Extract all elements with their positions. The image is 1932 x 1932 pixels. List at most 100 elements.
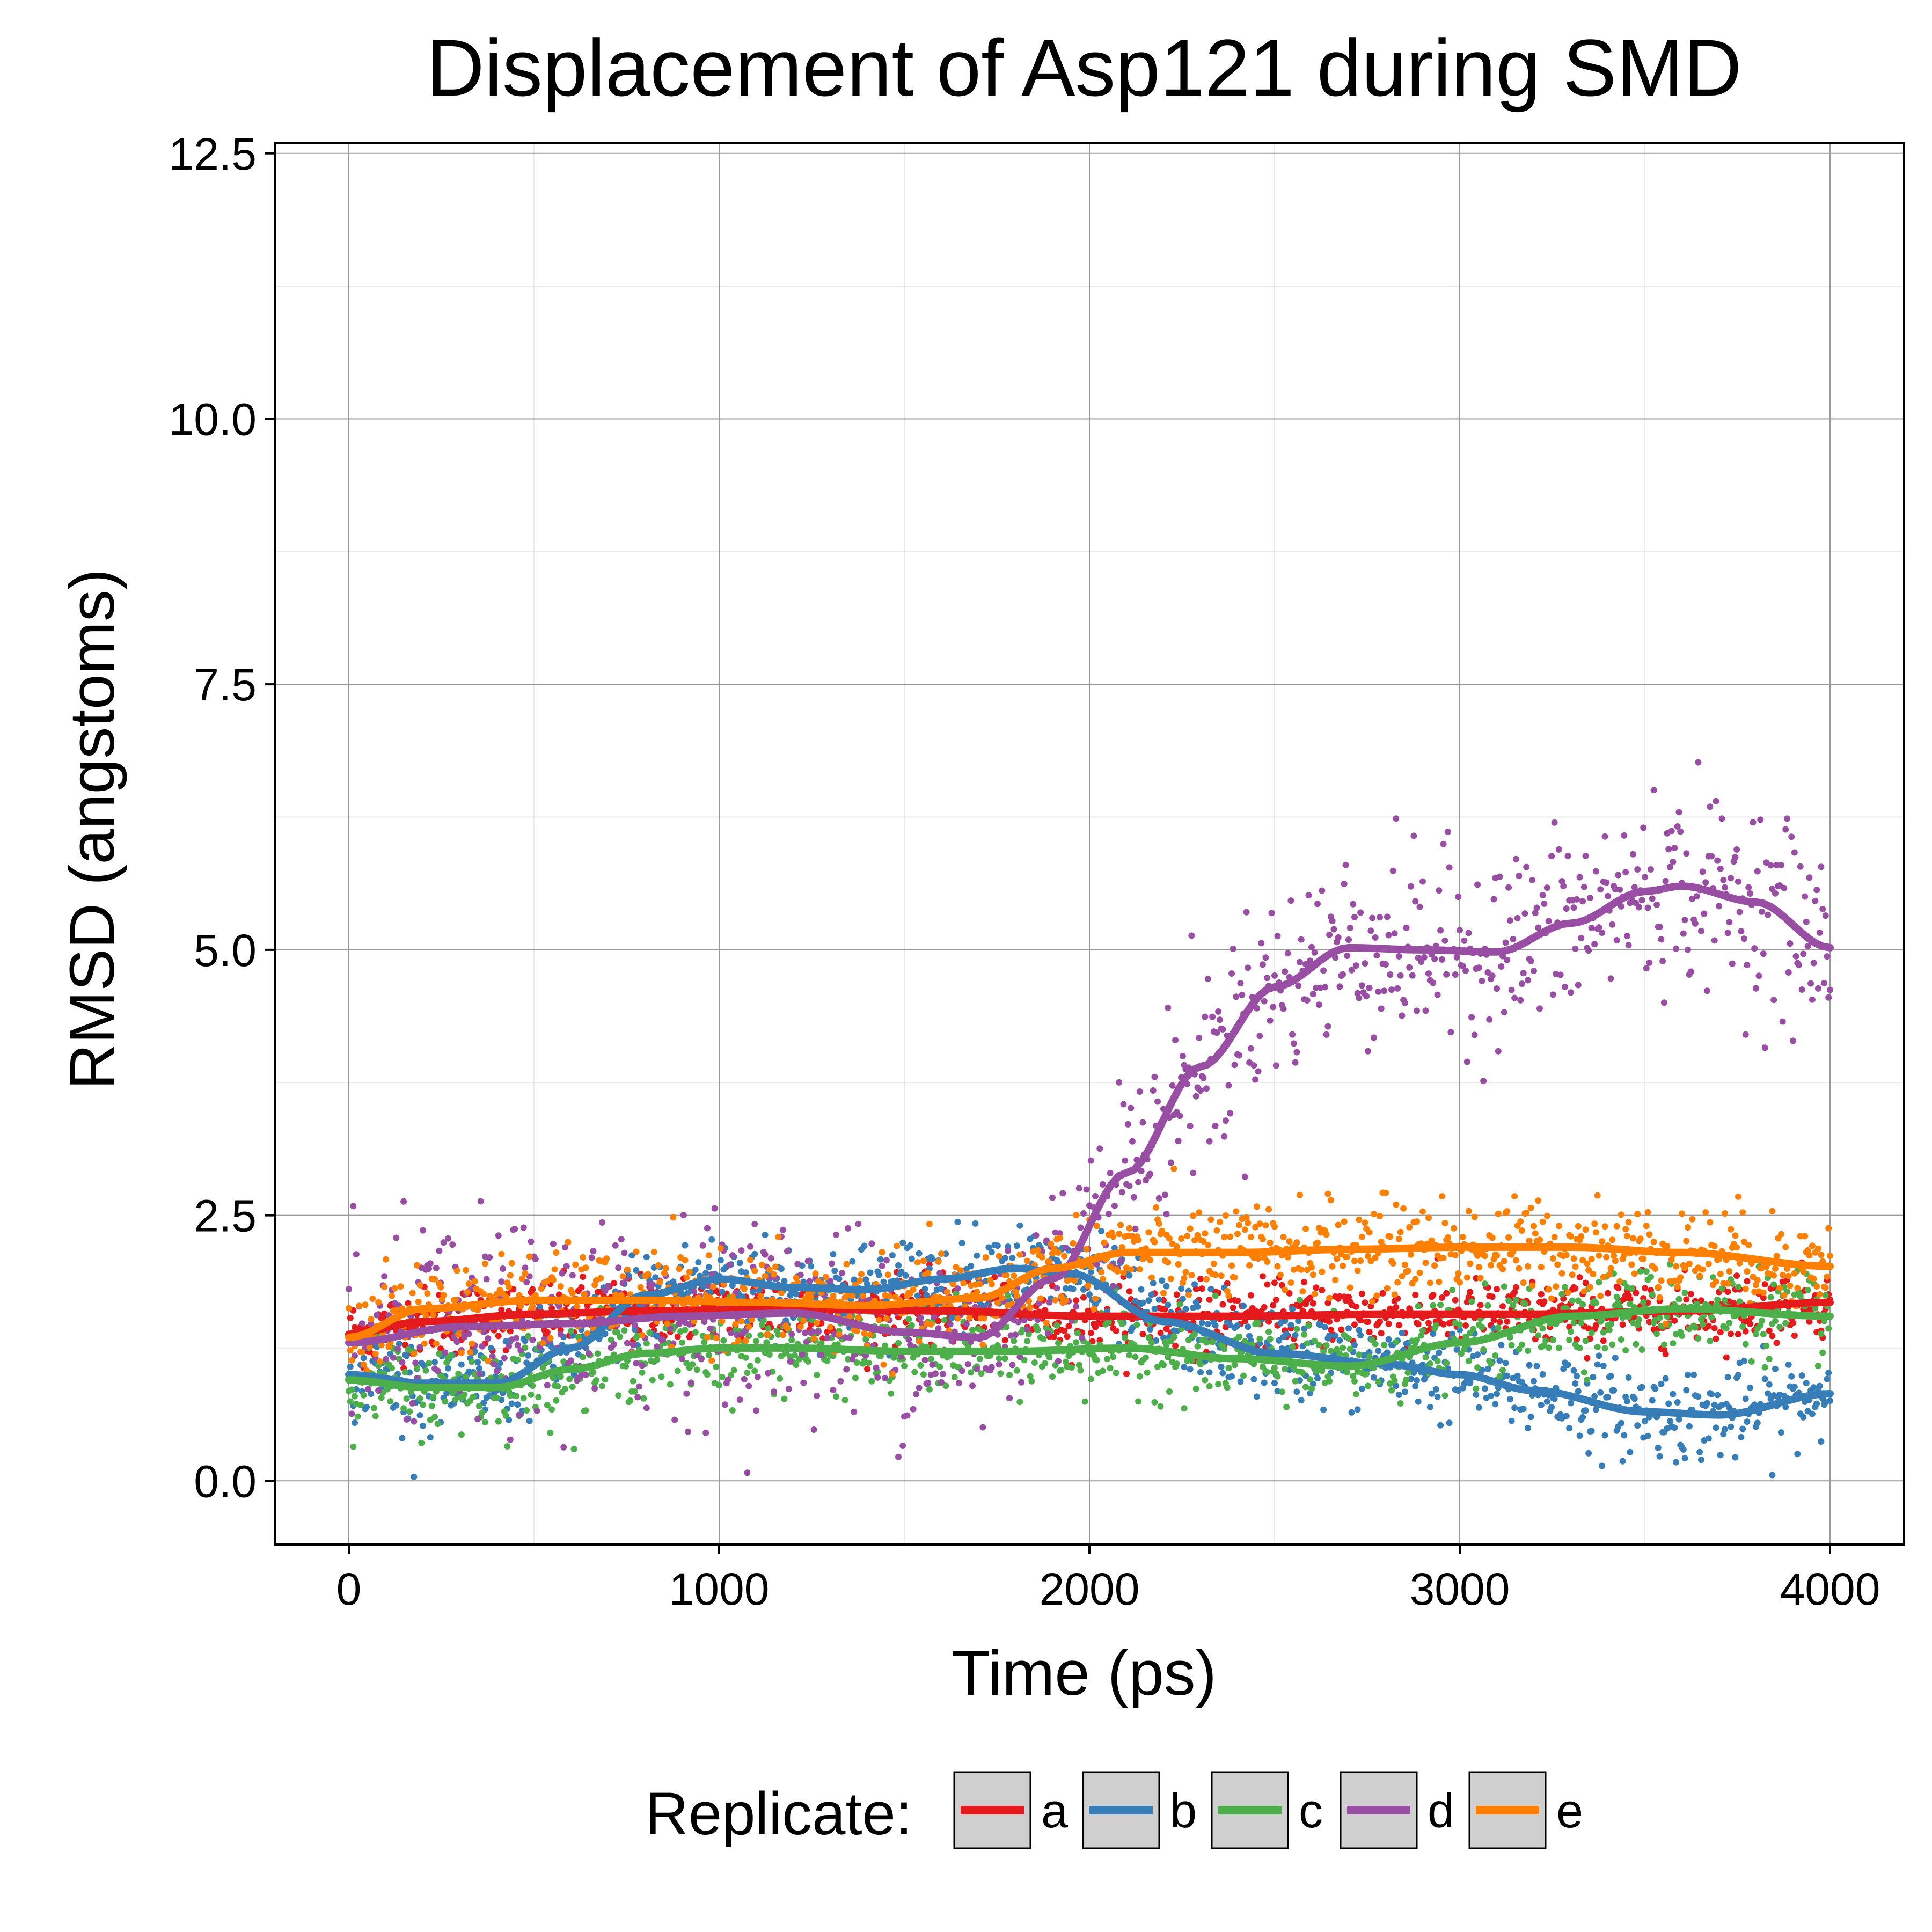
data-point: [1627, 1448, 1634, 1455]
data-point: [892, 1293, 899, 1300]
data-point: [393, 1402, 400, 1409]
data-point: [1745, 884, 1752, 891]
data-point: [1204, 976, 1211, 983]
data-point: [1332, 1333, 1339, 1340]
data-point: [1262, 1222, 1269, 1229]
data-point: [1395, 1235, 1402, 1242]
data-point: [1642, 1418, 1648, 1425]
data-point: [751, 1220, 758, 1227]
data-point: [1295, 982, 1302, 989]
data-point: [1825, 1370, 1832, 1377]
data-point: [1159, 1277, 1166, 1284]
data-point: [1529, 1327, 1536, 1334]
data-point: [1599, 1238, 1605, 1245]
data-point: [741, 1285, 748, 1292]
data-point: [1344, 1369, 1351, 1376]
data-point: [523, 1407, 530, 1414]
data-point: [1175, 1261, 1182, 1268]
data-point: [1346, 1345, 1353, 1352]
data-point: [969, 1327, 976, 1334]
data-point: [865, 1359, 872, 1366]
data-point: [529, 1303, 536, 1310]
data-point: [1555, 846, 1562, 853]
data-point: [401, 1341, 408, 1348]
data-point: [710, 1283, 716, 1290]
data-point: [1358, 1290, 1365, 1297]
data-point: [453, 1267, 460, 1274]
data-point: [763, 1339, 770, 1346]
data-point: [1773, 1253, 1780, 1260]
data-point: [1357, 1317, 1364, 1324]
data-point: [1369, 914, 1376, 921]
data-point: [899, 1239, 906, 1246]
data-point: [1673, 1459, 1679, 1466]
data-point: [1619, 1321, 1626, 1328]
data-point: [1416, 903, 1423, 910]
data-point: [1099, 1181, 1106, 1188]
data-point: [525, 1352, 531, 1359]
data-point: [1769, 1208, 1776, 1214]
data-point: [1166, 1235, 1173, 1242]
data-point: [1159, 1227, 1166, 1234]
data-point: [1230, 1304, 1236, 1311]
data-point: [679, 1356, 685, 1362]
data-point: [1558, 878, 1565, 885]
data-point: [358, 1349, 365, 1356]
data-point: [853, 1359, 860, 1366]
data-point: [1541, 1298, 1548, 1305]
data-point: [348, 1410, 355, 1417]
data-point: [864, 1280, 870, 1287]
data-point: [914, 1292, 921, 1299]
data-point: [1535, 1197, 1542, 1204]
data-point: [1683, 1296, 1690, 1303]
data-point: [824, 1335, 831, 1342]
data-point: [1674, 1399, 1681, 1406]
data-point: [958, 1240, 965, 1247]
data-point: [1791, 1333, 1798, 1339]
data-point: [1499, 1265, 1506, 1272]
data-point: [1231, 1362, 1238, 1368]
data-point: [1393, 815, 1400, 822]
data-point: [1800, 1414, 1807, 1421]
data-point: [1505, 1234, 1512, 1241]
data-point: [1582, 1226, 1589, 1233]
data-point: [1695, 1335, 1702, 1342]
data-point: [352, 1393, 358, 1400]
data-point: [397, 1283, 404, 1290]
data-point: [827, 1324, 833, 1331]
data-point: [1216, 1016, 1223, 1023]
data-point: [1267, 1017, 1274, 1024]
data-point: [1590, 1271, 1597, 1278]
data-point: [745, 1382, 752, 1389]
data-point: [1759, 908, 1765, 915]
data-point: [713, 1335, 720, 1342]
data-point: [1025, 1331, 1032, 1338]
data-point: [1348, 967, 1355, 974]
data-point: [855, 1314, 862, 1321]
data-point: [1662, 877, 1669, 884]
data-point: [1144, 1369, 1151, 1376]
data-point: [1340, 971, 1346, 978]
data-point: [1529, 877, 1536, 883]
data-point: [1042, 1360, 1049, 1367]
data-point: [580, 1353, 587, 1360]
data-point: [1227, 1233, 1234, 1240]
data-point: [1468, 1298, 1475, 1305]
data-point: [957, 1267, 964, 1274]
data-point: [689, 1361, 696, 1368]
data-point: [477, 1198, 484, 1205]
data-point: [683, 1360, 690, 1366]
data-point: [1145, 1334, 1152, 1341]
data-point: [1092, 1192, 1099, 1199]
data-point: [411, 1350, 418, 1357]
data-point: [1568, 989, 1574, 996]
data-point: [1440, 840, 1447, 847]
data-point: [516, 1411, 523, 1418]
data-point: [1436, 887, 1443, 894]
data-point: [1021, 1357, 1028, 1364]
data-point: [1735, 878, 1741, 885]
data-point: [1246, 1262, 1253, 1269]
data-point: [422, 1312, 429, 1319]
data-point: [1270, 1004, 1277, 1011]
